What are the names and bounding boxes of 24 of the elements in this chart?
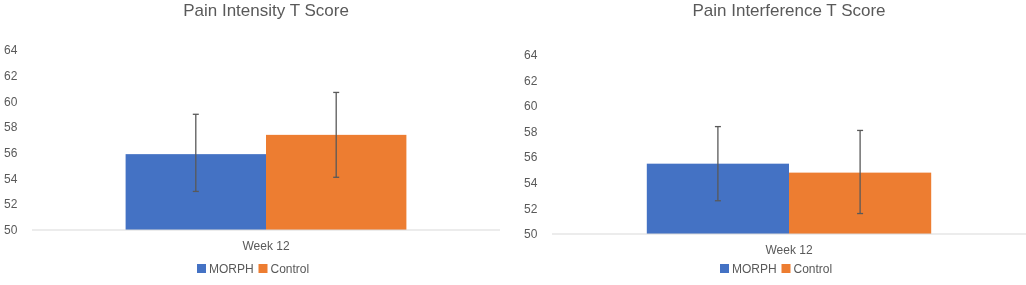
chart-title: Pain Interference T Score	[692, 1, 886, 20]
y-tick-label: 62	[524, 73, 538, 88]
y-tick-label: 54	[524, 176, 538, 191]
y-tick-label: 54	[4, 171, 18, 186]
x-tick-label: Week 12	[765, 243, 813, 257]
y-tick-label: 64	[4, 43, 18, 58]
chart-title: Pain Intensity T Score	[183, 1, 349, 20]
y-tick-label: 62	[4, 68, 18, 83]
legend-label: Control	[270, 261, 310, 276]
y-tick-label: 52	[524, 201, 538, 216]
y-tick-label: 60	[524, 99, 538, 114]
legend-label: MORPH	[209, 261, 254, 276]
x-tick-label: Week 12	[242, 239, 290, 253]
y-tick-label: 50	[4, 223, 18, 238]
y-tick-label: 58	[4, 120, 18, 135]
legend-label: MORPH	[732, 261, 777, 276]
y-tick-label: 60	[4, 94, 18, 109]
y-tick-label: 52	[4, 197, 18, 212]
y-tick-label: 58	[524, 124, 538, 139]
y-tick-label: 56	[524, 150, 538, 165]
y-tick-label: 64	[524, 48, 538, 63]
y-tick-label: 56	[4, 146, 18, 161]
legend-label: Control	[793, 261, 833, 276]
y-tick-label: 50	[524, 227, 538, 242]
